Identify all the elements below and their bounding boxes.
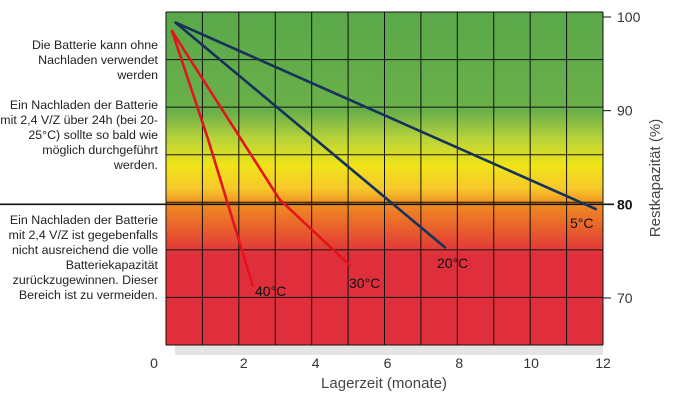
series-line-1 [174, 21, 447, 249]
x-axis-ticks: 0 2 4 6 8 10 12 [150, 355, 611, 371]
x-tick-label: 0 [150, 355, 158, 371]
x-tick-label: 4 [312, 355, 320, 371]
x-tick-label: 10 [523, 355, 539, 371]
series-layer: 5°C 20°C 30°C 40°C [170, 21, 598, 299]
series-line-0 [174, 21, 598, 211]
x-tick-label: 12 [595, 355, 611, 371]
series-line-2 [170, 29, 352, 267]
series-label-1: 20°C [437, 255, 468, 271]
y-tick-label: 70 [617, 290, 633, 306]
note-yellow-zone: Ein Nachladen der Batterie mit 2,4 V/Z ü… [0, 98, 158, 172]
x-axis-title: Lagerzeit (monate) [321, 375, 447, 392]
note-red-zone: Ein Nachladen der Batterie mit 2,4 V/Z i… [8, 213, 158, 302]
x-tick-label: 8 [455, 355, 463, 371]
y-tick-label: 90 [617, 103, 633, 119]
series-label-0: 5°C [570, 215, 594, 231]
y-axis-ticks: 70 80 90 100 [603, 9, 641, 306]
y-axis-title: Restkapazität (%) [647, 119, 664, 237]
y-tick-label: 100 [617, 9, 641, 25]
plot-area-shadow [175, 345, 603, 355]
x-tick-label: 6 [384, 355, 392, 371]
x-tick-label: 2 [240, 355, 248, 371]
y-tick-label: 80 [617, 196, 633, 212]
series-line-3 [170, 29, 255, 288]
series-label-2: 30°C [349, 275, 380, 291]
series-label-3: 40°C [255, 283, 286, 299]
note-green-zone: Die Batterie kann ohne Nachladen verwend… [31, 38, 158, 82]
